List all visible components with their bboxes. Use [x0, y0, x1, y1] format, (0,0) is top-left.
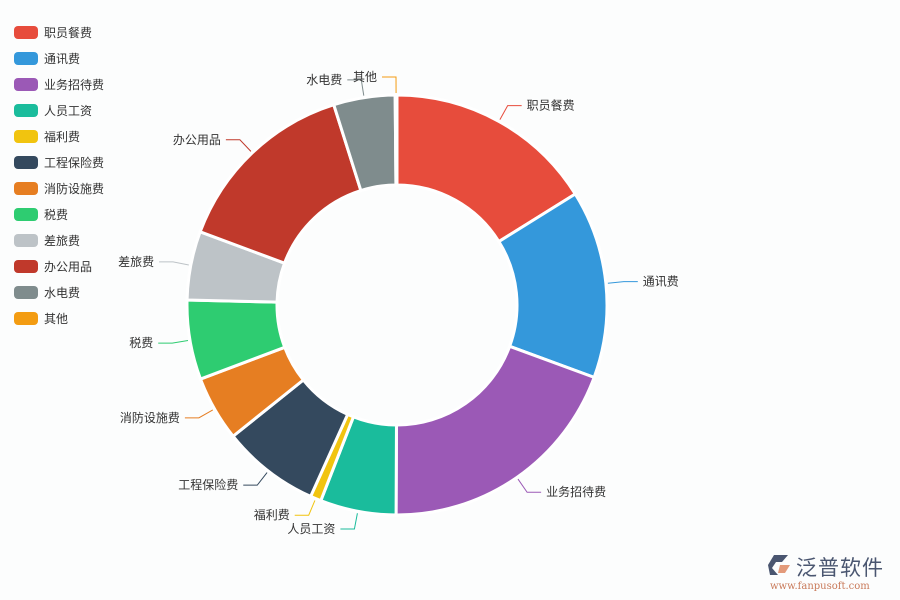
- legend-item[interactable]: 其他: [14, 305, 104, 331]
- slice-label: 水电费: [306, 73, 342, 87]
- slice-label: 福利费: [254, 507, 290, 522]
- slice-label: 差旅费: [118, 255, 154, 269]
- legend-label: 工程保险费: [44, 155, 105, 170]
- legend-label: 其他: [44, 311, 69, 326]
- slice-label: 业务招待费: [546, 484, 606, 499]
- label-line: [294, 500, 316, 516]
- legend-label: 水电费: [44, 285, 81, 300]
- slice-label: 通讯费: [643, 275, 679, 289]
- slice-label: 消防设施费: [120, 410, 180, 425]
- label-line: [158, 340, 189, 344]
- chart-legend: 职员餐费通讯费业务招待费人员工资福利费工程保险费消防设施费税费差旅费办公用品水电…: [14, 19, 104, 331]
- legend-item[interactable]: 办公用品: [14, 253, 104, 279]
- legend-item[interactable]: 税费: [14, 201, 104, 227]
- legend-label: 消防设施费: [44, 181, 105, 196]
- slice-业务招待费[interactable]: [394, 344, 596, 517]
- watermark-url: www.fanpusoft.com: [770, 581, 870, 592]
- legend-swatch: [14, 155, 38, 169]
- legend-label: 税费: [44, 207, 69, 222]
- slice-label: 职员餐费: [527, 98, 575, 113]
- slice-label: 其他: [353, 70, 377, 84]
- legend-item[interactable]: 业务招待费: [14, 71, 104, 97]
- legend-swatch: [14, 103, 38, 117]
- watermark: 泛普软件 www.fanpusoft.com: [768, 552, 894, 596]
- legend-item[interactable]: 水电费: [14, 279, 104, 305]
- legend-item[interactable]: 通讯费: [14, 45, 104, 71]
- legend-swatch: [14, 25, 38, 39]
- label-line: [347, 79, 365, 96]
- legend-label: 人员工资: [44, 103, 93, 118]
- watermark-brand: 泛普软件: [796, 556, 884, 580]
- label-line: [382, 76, 397, 94]
- slice-label: 办公用品: [173, 132, 221, 147]
- label-line: [607, 281, 638, 284]
- legend-label: 职员餐费: [44, 25, 93, 40]
- legend-label: 福利费: [44, 129, 81, 144]
- label-line: [499, 105, 522, 120]
- legend-item[interactable]: 职员餐费: [14, 19, 104, 45]
- legend-swatch: [14, 233, 38, 247]
- legend-swatch: [14, 285, 38, 299]
- legend-item[interactable]: 人员工资: [14, 97, 104, 123]
- label-line: [517, 478, 542, 493]
- label-line: [225, 139, 252, 152]
- slice-label: 税费: [129, 336, 153, 350]
- slice-label: 人员工资: [287, 522, 335, 536]
- label-line: [159, 261, 189, 266]
- legend-item[interactable]: 消防设施费: [14, 175, 104, 201]
- legend-swatch: [14, 181, 38, 195]
- slice-其他[interactable]: [393, 93, 399, 187]
- slice-办公用品[interactable]: [198, 103, 363, 265]
- legend-label: 差旅费: [44, 233, 81, 248]
- legend-swatch: [14, 51, 38, 65]
- legend-item[interactable]: 工程保险费: [14, 149, 104, 175]
- fanpu-logo-icon: [768, 555, 790, 575]
- legend-label: 业务招待费: [44, 77, 105, 92]
- slice-label: 工程保险费: [178, 477, 238, 492]
- legend-item[interactable]: 福利费: [14, 123, 104, 149]
- label-line: [184, 409, 214, 419]
- legend-swatch: [14, 311, 38, 325]
- legend-label: 办公用品: [44, 259, 93, 274]
- legend-swatch: [14, 259, 38, 273]
- label-line: [243, 472, 268, 486]
- legend-swatch: [14, 77, 38, 91]
- legend-swatch: [14, 207, 38, 221]
- legend-item[interactable]: 差旅费: [14, 227, 104, 253]
- legend-swatch: [14, 129, 38, 143]
- label-line: [340, 513, 358, 530]
- legend-label: 通讯费: [44, 51, 81, 66]
